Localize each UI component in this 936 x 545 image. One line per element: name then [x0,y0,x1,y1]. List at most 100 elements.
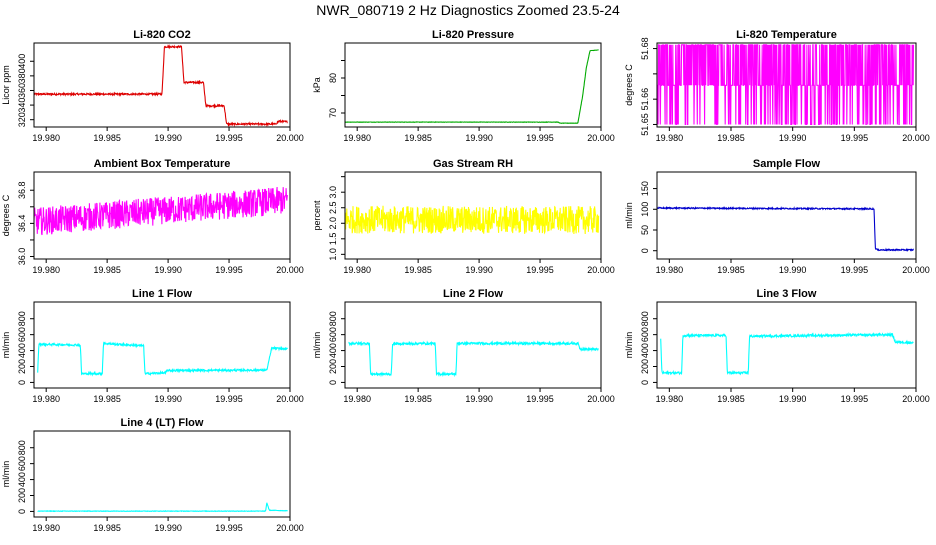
y-tick-label: 36.8 [17,181,27,199]
x-tick-label: 20.000 [276,133,304,143]
x-tick-label: 19.980 [32,265,60,275]
chart-panel: Sample Flow ml/min 19.980 19.985 19.990 19.99… [624,158,930,275]
plot-frame [656,171,917,260]
y-tick-label: 200 [640,359,650,374]
x-tick-label: 20.000 [276,265,304,275]
y-tick-label: 0 [640,248,650,253]
x-tick-label: 20.000 [276,394,304,404]
x-tick-label: 19.995 [841,133,869,143]
x-tick-label: 19.985 [93,523,121,533]
x-tick-label: 19.995 [526,394,554,404]
y-tick-label: 360 [17,83,27,98]
x-tick-label: 19.995 [841,394,869,404]
plot-frame [344,171,602,260]
y-tick-label: 600 [17,327,27,342]
y-axis-label: ml/min [624,332,634,359]
x-tick-label: 19.985 [717,133,745,143]
series-line [657,206,914,252]
series-line [34,44,288,127]
x-tick-label: 19.985 [93,265,121,275]
x-tick-label: 19.980 [32,394,60,404]
y-tick-label: 100 [640,202,650,217]
y-tick-label: 400 [640,343,650,358]
series-line [37,502,288,513]
y-tick-label: 3.0 [328,186,338,199]
y-tick-label: 320 [17,112,27,127]
x-tick-label: 19.990 [154,523,182,533]
x-tick-label: 19.980 [343,133,371,143]
x-tick-label: 19.980 [656,265,684,275]
x-tick-label: 19.980 [32,133,60,143]
y-tick-label: 36.4 [17,215,27,233]
y-tick-label: 51.66 [640,88,650,111]
y-axis-label: ml/min [1,332,11,359]
y-axis-label: ml/min [312,332,322,359]
x-tick-label: 19.980 [343,265,371,275]
x-tick-label: 19.985 [717,394,745,404]
y-tick-label: 600 [640,327,650,342]
x-tick-label: 19.980 [343,394,371,404]
x-tick-label: 19.990 [779,394,807,404]
y-tick-label: 150 [640,181,650,196]
series-line [345,49,599,124]
y-tick-label: 2.0 [328,217,338,230]
x-tick-label: 19.990 [154,133,182,143]
y-tick-label: 380 [17,68,27,83]
x-tick-label: 19.980 [656,133,684,143]
y-axis-label: degrees C [624,64,634,106]
y-axis-label: percent [312,200,322,231]
chart-title: Li-820 Temperature [736,29,837,41]
chart-title: Gas Stream RH [433,158,513,170]
y-tick-label: 2.5 [328,201,338,214]
x-tick-label: 19.985 [717,265,745,275]
y-tick-label: 200 [17,488,27,503]
y-tick-label: 340 [17,98,27,113]
x-tick-label: 19.995 [841,265,869,275]
chart-title: Sample Flow [753,158,821,170]
y-tick-label: 400 [17,54,27,69]
chart-panel: Gas Stream RH percent 19.980 19.985 19.990 19… [312,158,615,275]
y-tick-label: 600 [17,456,27,471]
plot-frame [33,42,291,128]
y-tick-label: 51.65 [640,113,650,136]
series-line [657,44,915,126]
x-tick-label: 19.995 [215,394,243,404]
x-tick-label: 19.985 [404,133,432,143]
x-tick-label: 19.985 [93,133,121,143]
y-tick-label: 200 [328,359,338,374]
y-tick-label: 800 [17,440,27,455]
x-tick-label: 20.000 [276,523,304,533]
x-tick-label: 19.985 [404,394,432,404]
chart-title: Li-820 Pressure [432,29,514,41]
series-line [348,340,599,378]
y-axis-label: kPa [312,77,322,93]
figure-title: NWR_080719 2 Hz Diagnostics Zoomed 23.5-… [316,2,620,18]
x-tick-label: 20.000 [902,133,930,143]
y-axis-label: ml/min [1,461,11,488]
series-line [34,186,289,236]
y-tick-label: 400 [17,472,27,487]
y-axis-label: ml/min [624,202,634,229]
x-tick-label: 19.995 [526,133,554,143]
series-line [345,205,600,235]
x-tick-label: 19.995 [526,265,554,275]
chart-panel: Ambient Box Temperature degrees C 19.980 19… [1,158,304,275]
chart-title: Line 2 Flow [443,288,503,300]
chart-panel: Line 4 (LT) Flow ml/min 19.980 19.985 19.990… [1,417,304,533]
x-tick-label: 19.995 [215,523,243,533]
y-axis-label: Licor ppm [1,65,11,105]
chart-title: Ambient Box Temperature [94,158,231,170]
x-tick-label: 19.990 [779,265,807,275]
chart-panel: Line 1 Flow ml/min 19.980 19.985 19.990 19.99… [1,288,304,404]
x-tick-label: 19.990 [465,265,493,275]
chart-panel: Li-820 Temperature degrees C 19.980 19.985 1… [624,29,930,143]
chart-panel: Line 2 Flow ml/min 19.980 19.985 19.990 19.99… [312,288,615,404]
x-tick-label: 19.990 [154,394,182,404]
x-tick-label: 19.980 [656,394,684,404]
y-tick-label: 0 [17,509,27,514]
plot-frame [344,301,602,389]
plot-frame [33,171,291,260]
y-tick-label: 800 [328,311,338,326]
